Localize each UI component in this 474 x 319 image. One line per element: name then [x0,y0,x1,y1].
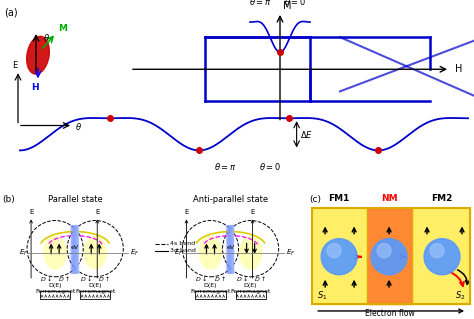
Bar [231,225,232,272]
Text: $E_F$: $E_F$ [130,248,140,258]
Bar [70,225,71,272]
Text: E: E [95,209,100,214]
Text: $D\downarrow$: $D\downarrow$ [195,275,208,283]
Ellipse shape [200,237,221,269]
Text: $\theta=\pi$: $\theta=\pi$ [249,0,271,7]
Text: $S_1$: $S_1$ [317,290,328,302]
Text: $\theta$: $\theta$ [75,121,82,131]
Text: eV: eV [71,245,79,250]
Bar [73,225,74,272]
Text: $S_2$: $S_2$ [455,290,465,302]
Circle shape [377,244,391,258]
Bar [312,209,470,304]
Text: D(E): D(E) [244,283,257,288]
Text: Parallel state: Parallel state [48,196,102,204]
Text: (c): (c) [309,196,321,204]
Circle shape [321,239,357,275]
Text: E: E [12,61,17,70]
Bar [73,225,74,272]
Text: (b): (b) [2,196,15,204]
Bar [76,225,77,272]
Bar [367,209,412,304]
Bar [77,225,78,272]
Text: $D\uparrow$: $D\uparrow$ [58,274,70,283]
Bar [232,225,233,272]
Text: $D\uparrow$: $D\uparrow$ [98,274,110,283]
Text: $\theta=0$: $\theta=0$ [284,0,306,7]
Text: H: H [31,83,39,93]
Text: H: H [455,64,462,74]
Text: M: M [283,1,292,11]
Bar [71,225,72,272]
Text: eV: eV [227,245,235,250]
Bar [40,291,70,299]
Text: $E_F$: $E_F$ [19,248,28,258]
Text: Anti-parallel state: Anti-parallel state [193,196,268,204]
Circle shape [371,239,407,275]
Text: $D\downarrow$: $D\downarrow$ [40,275,52,283]
Ellipse shape [27,36,49,74]
Bar [80,291,110,299]
Text: $D\downarrow$: $D\downarrow$ [236,275,247,283]
Text: (a): (a) [4,7,18,17]
Bar [72,225,73,272]
Bar [229,225,230,272]
Bar [75,225,76,272]
Text: FM1: FM1 [328,195,350,204]
Ellipse shape [44,237,66,269]
Bar [236,291,265,299]
Text: $\theta$: $\theta$ [43,32,50,43]
Text: Ferromagnet: Ferromagnet [191,289,231,294]
Bar [226,225,227,272]
Text: E: E [29,209,33,214]
Bar [195,291,226,299]
Circle shape [424,239,460,275]
Bar [74,225,75,272]
Bar [312,209,470,304]
Text: $D\uparrow$: $D\uparrow$ [254,274,265,283]
Text: Ferromagnet: Ferromagnet [75,289,115,294]
Bar [228,225,229,272]
Text: E: E [250,209,255,214]
Text: $D\downarrow$: $D\downarrow$ [80,275,92,283]
Text: D(E): D(E) [89,283,102,288]
Circle shape [430,244,444,258]
Text: $\Delta E$: $\Delta E$ [300,129,313,140]
Text: Ferromagnet: Ferromagnet [35,289,75,294]
Text: FM2: FM2 [431,195,453,204]
Text: D(E): D(E) [204,283,217,288]
Text: $\theta=\pi$: $\theta=\pi$ [214,161,236,172]
Text: $D\uparrow$: $D\uparrow$ [213,274,226,283]
Bar [227,225,228,272]
Text: Ferromagnet: Ferromagnet [230,289,271,294]
Text: E: E [184,209,189,214]
Circle shape [327,244,341,258]
Text: $E_F$: $E_F$ [174,248,184,258]
Text: $E_F$: $E_F$ [286,248,295,258]
Text: M: M [58,24,67,33]
Ellipse shape [84,237,106,269]
Text: 3d band: 3d band [171,248,196,253]
Text: D(E): D(E) [48,283,62,288]
Text: Electron flow: Electron flow [365,309,415,318]
Text: 4s band: 4s band [171,241,196,246]
Text: NM: NM [381,195,397,204]
Ellipse shape [239,237,262,269]
Bar [230,225,231,272]
Text: $\theta=0$: $\theta=0$ [259,161,281,172]
